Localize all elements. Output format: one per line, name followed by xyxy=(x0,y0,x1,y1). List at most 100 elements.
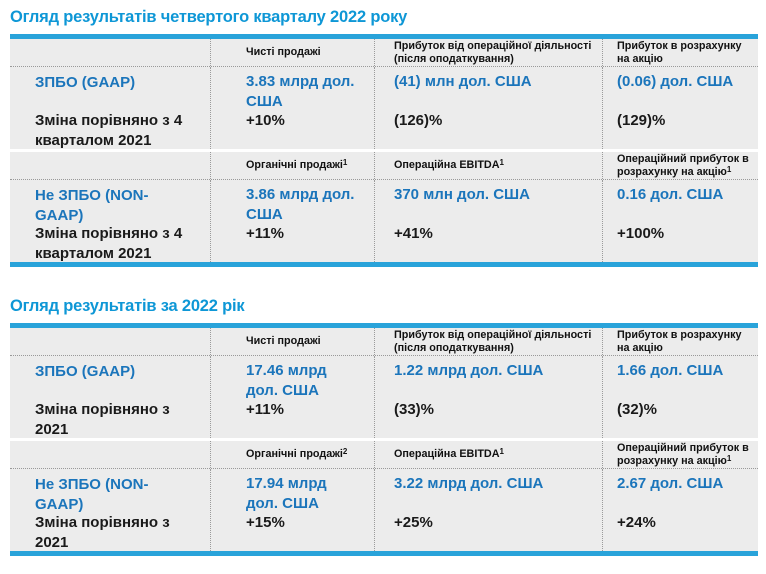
metric-value: (41) млн дол. США xyxy=(394,73,532,90)
header-label: Органічні продажі xyxy=(246,448,343,461)
header-cell-empty xyxy=(10,328,210,355)
metric-cell: 17.46 млрд дол. США +11% xyxy=(210,356,374,438)
metric-change: +25% xyxy=(394,514,433,531)
table-top-bar xyxy=(10,323,758,328)
change-label: Зміна порівняно з 2021 xyxy=(35,514,170,551)
results-report: Огляд результатів четвертого кварталу 20… xyxy=(10,8,758,556)
row-label-cell: Не ЗПБО (NON-GAAP) Зміна порівняно з 202… xyxy=(10,469,210,551)
metric-cell: 1.66 дол. США (32)% xyxy=(602,356,758,438)
header-cell-net-sales: Чисті продажі xyxy=(210,328,374,355)
header-label: Операційна EBITDA xyxy=(394,159,500,172)
table-bottom-bar xyxy=(10,551,758,556)
metric-change: +11% xyxy=(246,401,284,418)
table-bottom-bar xyxy=(10,262,758,267)
metric-cell: 2.67 дол. США +24% xyxy=(602,469,758,551)
header-label: Чисті продажі xyxy=(246,335,321,348)
row-label-cell: ЗПБО (GAAP) Зміна порівняно з 2021 xyxy=(10,356,210,438)
metric-change: (126)% xyxy=(394,112,443,129)
header-footnote: 2 xyxy=(342,447,348,457)
header-cell-organic-sales: Органічні продажі2 xyxy=(210,441,374,468)
change-label: Зміна порівняно з 4 кварталом 2021 xyxy=(35,112,183,149)
header-footnote: 1 xyxy=(499,447,504,457)
header-cell-organic-sales: Органічні продажі1 xyxy=(210,152,374,179)
change-label: Зміна порівняно з 2021 xyxy=(35,401,170,438)
header-cell-operating-ebitda: Операційна EBITDA1 xyxy=(374,152,602,179)
header-label: Прибуток в розрахунку на акцію xyxy=(617,40,742,65)
metric-value: 3.22 млрд дол. США xyxy=(394,475,544,492)
data-row-nongaap: Не ЗПБО (NON-GAAP) Зміна порівняно з 202… xyxy=(10,469,758,551)
header-cell-operating-eps: Операційний прибуток в розрахунку на акц… xyxy=(602,152,758,179)
header-cell-net-sales: Чисті продажі xyxy=(210,39,374,66)
header-row-gaap: Чисті продажі Прибуток від операційної д… xyxy=(10,39,758,67)
header-footnote: 1 xyxy=(726,164,732,174)
metric-cell: (41) млн дол. США (126)% xyxy=(374,67,602,149)
header-label: Прибуток від операційної діяльності (піс… xyxy=(394,329,592,354)
results-table-q4: Чисті продажі Прибуток від операційної д… xyxy=(10,34,758,267)
header-label: Органічні продажі xyxy=(246,159,343,172)
metric-value: 370 млн дол. США xyxy=(394,186,530,203)
metric-change: (32)% xyxy=(617,401,658,418)
section-title-fy: Огляд результатів за 2022 рік xyxy=(10,297,245,315)
gaap-label: ЗПБО (GAAP) xyxy=(35,363,136,380)
metric-change: +100% xyxy=(617,225,665,242)
data-row-gaap: ЗПБО (GAAP) Зміна порівняно з 4 квартало… xyxy=(10,67,758,149)
data-row-nongaap: Не ЗПБО (NON-GAAP) Зміна порівняно з 4 к… xyxy=(10,180,758,262)
header-cell-empty xyxy=(10,39,210,66)
metric-change: +15% xyxy=(246,514,285,531)
metric-value: 1.66 дол. США xyxy=(617,362,724,379)
metric-value: 3.83 млрд дол. США xyxy=(246,73,355,110)
header-label: Прибуток від операційної діяльності (піс… xyxy=(394,40,592,65)
row-gap xyxy=(10,438,758,441)
row-gap xyxy=(10,149,758,152)
metric-cell: 0.16 дол. США +100% xyxy=(602,180,758,262)
metric-value: 0.16 дол. США xyxy=(617,186,724,203)
table-top-bar xyxy=(10,34,758,39)
header-row-nongaap: Органічні продажі2 Операційна EBITDA1 Оп… xyxy=(10,441,758,469)
metric-change: +11% xyxy=(246,225,284,242)
metric-value: (0.06) дол. США xyxy=(617,73,734,90)
change-label: Зміна порівняно з 4 кварталом 2021 xyxy=(35,225,183,262)
metric-change: +10% xyxy=(246,112,285,129)
metric-cell: (0.06) дол. США (129)% xyxy=(602,67,758,149)
nongaap-label: Не ЗПБО (NON-GAAP) xyxy=(35,476,149,513)
header-label: Прибуток в розрахунку на акцію xyxy=(617,329,742,354)
header-label: Операційна EBITDA xyxy=(394,448,500,461)
header-footnote: 1 xyxy=(726,453,732,463)
metric-change: +24% xyxy=(617,514,656,531)
row-label-cell: Не ЗПБО (NON-GAAP) Зміна порівняно з 4 к… xyxy=(10,180,210,262)
metric-value: 1.22 млрд дол. США xyxy=(394,362,544,379)
header-label: Операційний прибуток в розрахунку на акц… xyxy=(617,153,749,178)
data-row-gaap: ЗПБО (GAAP) Зміна порівняно з 2021 17.46… xyxy=(10,356,758,438)
metric-change: +41% xyxy=(394,225,433,242)
metric-cell: 3.83 млрд дол. США +10% xyxy=(210,67,374,149)
metric-value: 3.86 млрд дол. США xyxy=(246,186,355,223)
metric-change: (129)% xyxy=(617,112,666,129)
metric-cell: 3.22 млрд дол. США +25% xyxy=(374,469,602,551)
header-cell-empty xyxy=(10,152,210,179)
header-footnote: 1 xyxy=(342,158,348,168)
header-row-nongaap: Органічні продажі1 Операційна EBITDA1 Оп… xyxy=(10,152,758,180)
metric-value: 17.94 млрд дол. США xyxy=(246,475,327,512)
section-title-q4: Огляд результатів четвертого кварталу 20… xyxy=(10,8,408,26)
header-row-gaap: Чисті продажі Прибуток від операційної д… xyxy=(10,328,758,356)
header-footnote: 1 xyxy=(499,158,504,168)
metric-cell: 370 млн дол. США +41% xyxy=(374,180,602,262)
header-cell-empty xyxy=(10,441,210,468)
metric-change: (33)% xyxy=(394,401,435,418)
header-cell-operating-income: Прибуток від операційної діяльності (піс… xyxy=(374,39,602,66)
gaap-label: ЗПБО (GAAP) xyxy=(35,74,136,91)
header-cell-operating-ebitda: Операційна EBITDA1 xyxy=(374,441,602,468)
header-cell-eps: Прибуток в розрахунку на акцію xyxy=(602,328,758,355)
metric-value: 2.67 дол. США xyxy=(617,475,724,492)
header-cell-operating-eps: Операційний прибуток в розрахунку на акц… xyxy=(602,441,758,468)
header-label: Операційний прибуток в розрахунку на акц… xyxy=(617,442,749,467)
header-label: Чисті продажі xyxy=(246,46,321,59)
metric-value: 17.46 млрд дол. США xyxy=(246,362,327,399)
row-label-cell: ЗПБО (GAAP) Зміна порівняно з 4 квартало… xyxy=(10,67,210,149)
header-cell-eps: Прибуток в розрахунку на акцію xyxy=(602,39,758,66)
header-cell-operating-income: Прибуток від операційної діяльності (піс… xyxy=(374,328,602,355)
metric-cell: 17.94 млрд дол. США +15% xyxy=(210,469,374,551)
results-table-fy: Чисті продажі Прибуток від операційної д… xyxy=(10,323,758,556)
metric-cell: 3.86 млрд дол. США +11% xyxy=(210,180,374,262)
metric-cell: 1.22 млрд дол. США (33)% xyxy=(374,356,602,438)
